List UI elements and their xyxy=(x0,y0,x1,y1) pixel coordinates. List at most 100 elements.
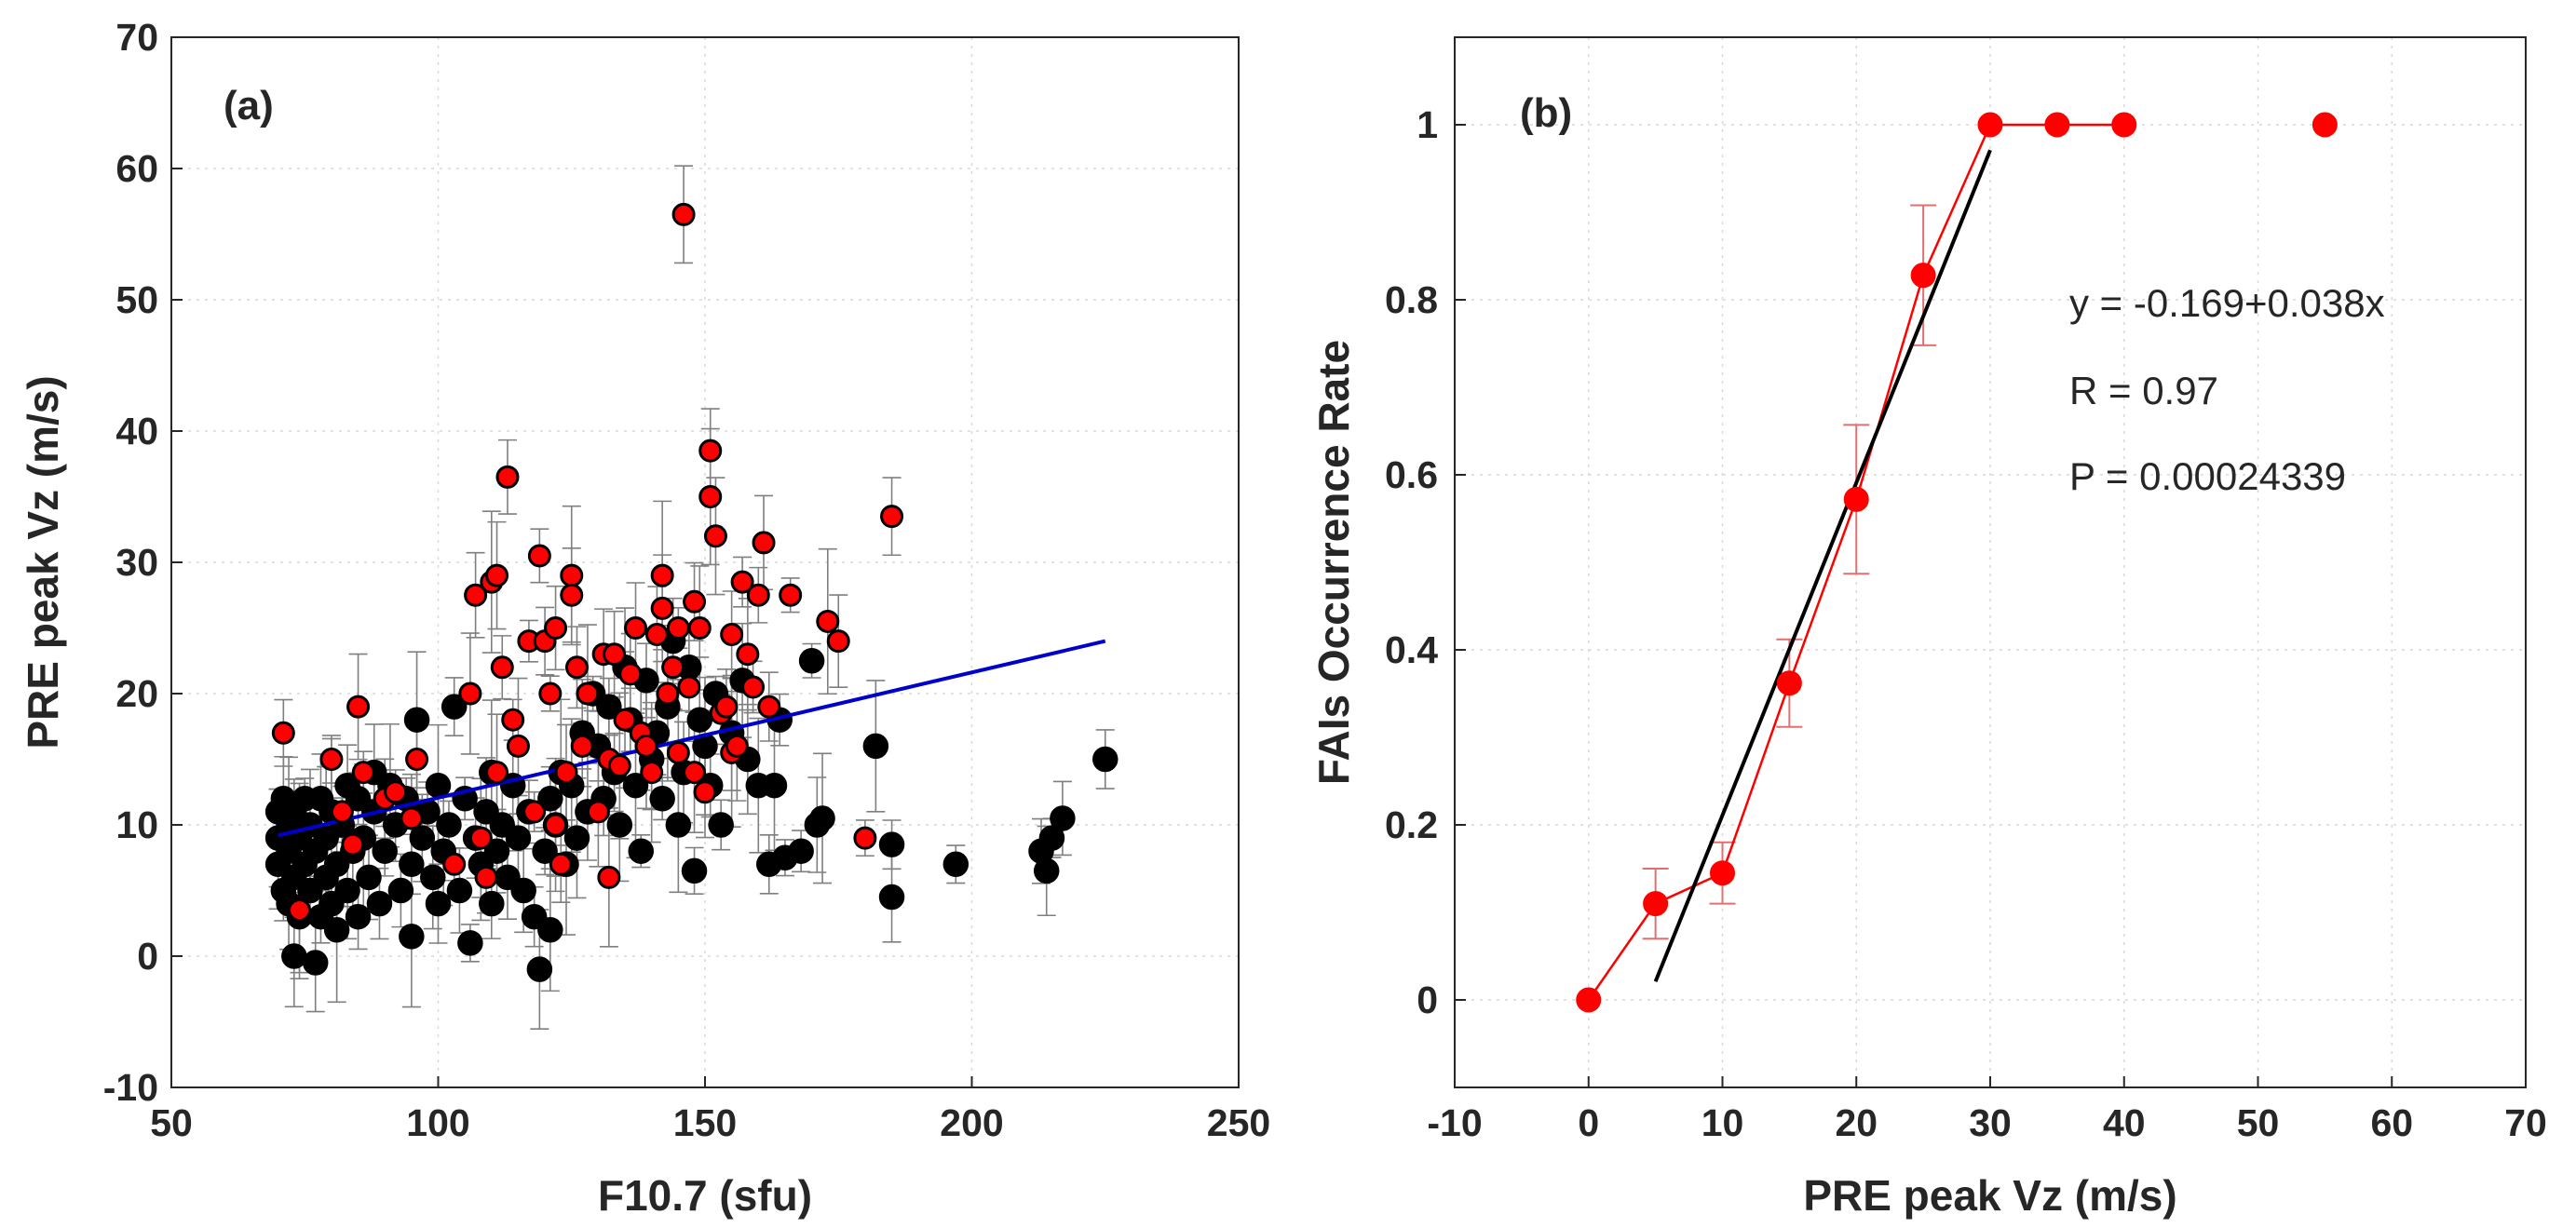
y-tick-label: 70 xyxy=(115,16,158,59)
scatter-point-fai xyxy=(687,616,712,640)
scatter-point-fai xyxy=(720,623,744,647)
scatter-point-no-fai xyxy=(537,917,563,943)
scatter-point-fai xyxy=(683,761,707,785)
scatter-point-fai xyxy=(736,642,760,667)
y-tick-label: 0.8 xyxy=(1385,278,1438,321)
scatter-point-fai xyxy=(474,865,498,889)
scatter-point-fai xyxy=(677,675,701,699)
panel-b-fit-line xyxy=(1653,149,1992,983)
scatter-point-no-fai xyxy=(878,884,905,911)
panel-a-x-axis-label: F10.7 (sfu) xyxy=(598,1171,812,1220)
scatter-point-no-fai xyxy=(708,812,734,838)
panel-b-grid xyxy=(1455,37,2526,1087)
x-tick-label: 0 xyxy=(1578,1101,1599,1144)
scatter-point-no-fai xyxy=(1050,805,1076,831)
scatter-point-fai xyxy=(319,748,344,771)
scatter-point-fai xyxy=(506,734,530,758)
scatter-point-fai xyxy=(346,695,371,719)
scatter-point-no-fai xyxy=(532,838,558,864)
scatter-point-no-fai xyxy=(681,857,708,884)
scatter-point-no-fai xyxy=(457,930,483,956)
scatter-point-no-fai xyxy=(281,943,307,969)
panel-a: 50 100 150 200 250 -10 0 10 20 30 40 50 60 70 (a) F10… xyxy=(19,16,1270,1220)
scatter-point-fai xyxy=(644,623,669,647)
scatter-point-fai xyxy=(725,734,749,758)
scatter-point-fai xyxy=(757,695,781,719)
scatter-point-no-fai xyxy=(345,903,372,930)
scatter-point-fai xyxy=(586,800,610,824)
data-point xyxy=(2111,112,2137,138)
scatter-point-fai xyxy=(330,800,354,824)
scatter-point-fai xyxy=(666,616,690,640)
data-point xyxy=(2044,112,2070,138)
data-point xyxy=(1843,486,1869,512)
y-tick-label: 60 xyxy=(115,147,158,190)
scatter-point-fai xyxy=(501,708,525,732)
scatter-point-no-fai xyxy=(420,864,446,891)
scatter-point-fai xyxy=(288,898,312,923)
y-tick-label: 30 xyxy=(115,541,158,584)
x-tick-label: 60 xyxy=(2370,1101,2413,1144)
scatter-point-fai xyxy=(693,780,717,804)
scatter-point-no-fai xyxy=(526,956,553,982)
scatter-point-fai xyxy=(650,596,674,620)
scatter-point-fai xyxy=(458,681,482,706)
panel-a-ticks: 50 100 150 200 250 -10 0 10 20 30 40 50 60 70 xyxy=(103,16,1270,1144)
scatter-point-no-fai xyxy=(537,786,563,812)
scatter-point-fai xyxy=(656,681,680,706)
scatter-point-fai xyxy=(405,748,429,771)
scatter-point-fai xyxy=(752,531,776,555)
scatter-point-fai xyxy=(384,780,408,804)
y-tick-label: 0.2 xyxy=(1385,803,1438,846)
scatter-point-fai xyxy=(741,675,766,699)
y-tick-label: 50 xyxy=(115,278,158,321)
scatter-point-no-fai xyxy=(798,648,825,674)
scatter-point-no-fai xyxy=(356,864,382,891)
scatter-point-fai xyxy=(683,589,707,614)
panel-a-fit-line xyxy=(278,639,1106,838)
scatter-point-fai xyxy=(603,642,627,667)
panel-b-annotation-r: R = 0.97 xyxy=(2069,369,2218,412)
scatter-point-no-fai xyxy=(622,772,649,799)
panel-b-annotation-equation: y = -0.169+0.038x xyxy=(2069,281,2385,325)
scatter-point-fai xyxy=(607,754,631,778)
y-tick-label: -10 xyxy=(103,1066,158,1109)
y-tick-label: 0.4 xyxy=(1385,628,1438,671)
scatter-point-fai xyxy=(564,655,589,680)
scatter-point-no-fai xyxy=(510,877,536,904)
scatter-point-fai xyxy=(703,524,727,548)
data-point xyxy=(1576,987,1602,1013)
scatter-point-no-fai xyxy=(387,877,414,904)
panel-a-label: (a) xyxy=(224,83,274,128)
y-tick-label: 10 xyxy=(115,803,158,846)
x-tick-label: -10 xyxy=(1427,1101,1482,1144)
panel-b-frame xyxy=(1454,36,2527,1088)
scatter-point-no-fai xyxy=(372,838,398,864)
scatter-point-fai xyxy=(640,761,664,785)
scatter-point-fai xyxy=(522,800,547,824)
panel-a-points-fai xyxy=(271,202,904,923)
scatter-point-fai xyxy=(650,563,674,587)
scatter-point-no-fai xyxy=(483,838,510,864)
scatter-point-no-fai xyxy=(942,851,969,878)
y-tick-label: 0.6 xyxy=(1385,453,1438,496)
scatter-point-no-fai xyxy=(334,877,360,904)
y-tick-label: 40 xyxy=(115,410,158,452)
data-point xyxy=(1910,263,1936,289)
scatter-point-fai xyxy=(853,826,877,850)
scatter-point-no-fai xyxy=(366,890,393,917)
scatter-point-fai xyxy=(560,583,584,607)
scatter-point-fai xyxy=(779,583,803,607)
scatter-point-no-fai xyxy=(788,838,814,864)
scatter-point-no-fai xyxy=(399,924,425,950)
scatter-point-fai xyxy=(544,813,568,837)
scatter-point-fai xyxy=(485,761,509,785)
scatter-point-fai xyxy=(485,563,509,587)
panel-b-x-axis-label: PRE peak Vz (m/s) xyxy=(1803,1171,2176,1220)
panel-b: -10 0 10 20 30 40 50 60 70 0 0.2 0.4 0.6 0.8 1 (b) PRE… xyxy=(1309,36,2547,1220)
panel-b-label: (b) xyxy=(1520,90,1572,136)
scatter-point-no-fai xyxy=(446,877,473,904)
scatter-point-no-fai xyxy=(441,694,468,720)
x-tick-label: 20 xyxy=(1835,1101,1878,1144)
